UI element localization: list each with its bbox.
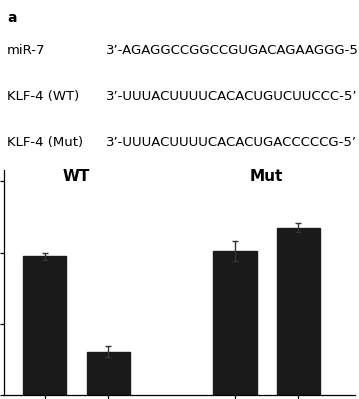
Bar (23, 256, 66, 395)
Text: 3’-AGAGGCCGGCCGUGACAGAAGGG-5’: 3’-AGAGGCCGGCCGUGACAGAAGGG-5’ (106, 44, 359, 57)
Text: 3’-UUUACUUUUCACACUGUCUUCCC-5’: 3’-UUUACUUUUCACACUGUCUUCCC-5’ (106, 90, 357, 103)
Text: KLF-4 (Mut): KLF-4 (Mut) (7, 136, 83, 149)
Text: 3’-UUUACUUUUCACACUGACCCCCG-5’: 3’-UUUACUUUUCACACUGACCCCCG-5’ (106, 136, 356, 149)
Bar (213, 251, 257, 395)
Bar (87, 352, 130, 395)
Text: KLF-4 (WT): KLF-4 (WT) (7, 90, 79, 103)
Text: a: a (7, 11, 17, 25)
Text: WT: WT (63, 169, 90, 184)
Text: miR-7: miR-7 (7, 44, 46, 57)
Bar (277, 227, 320, 395)
Text: Mut: Mut (250, 169, 283, 184)
